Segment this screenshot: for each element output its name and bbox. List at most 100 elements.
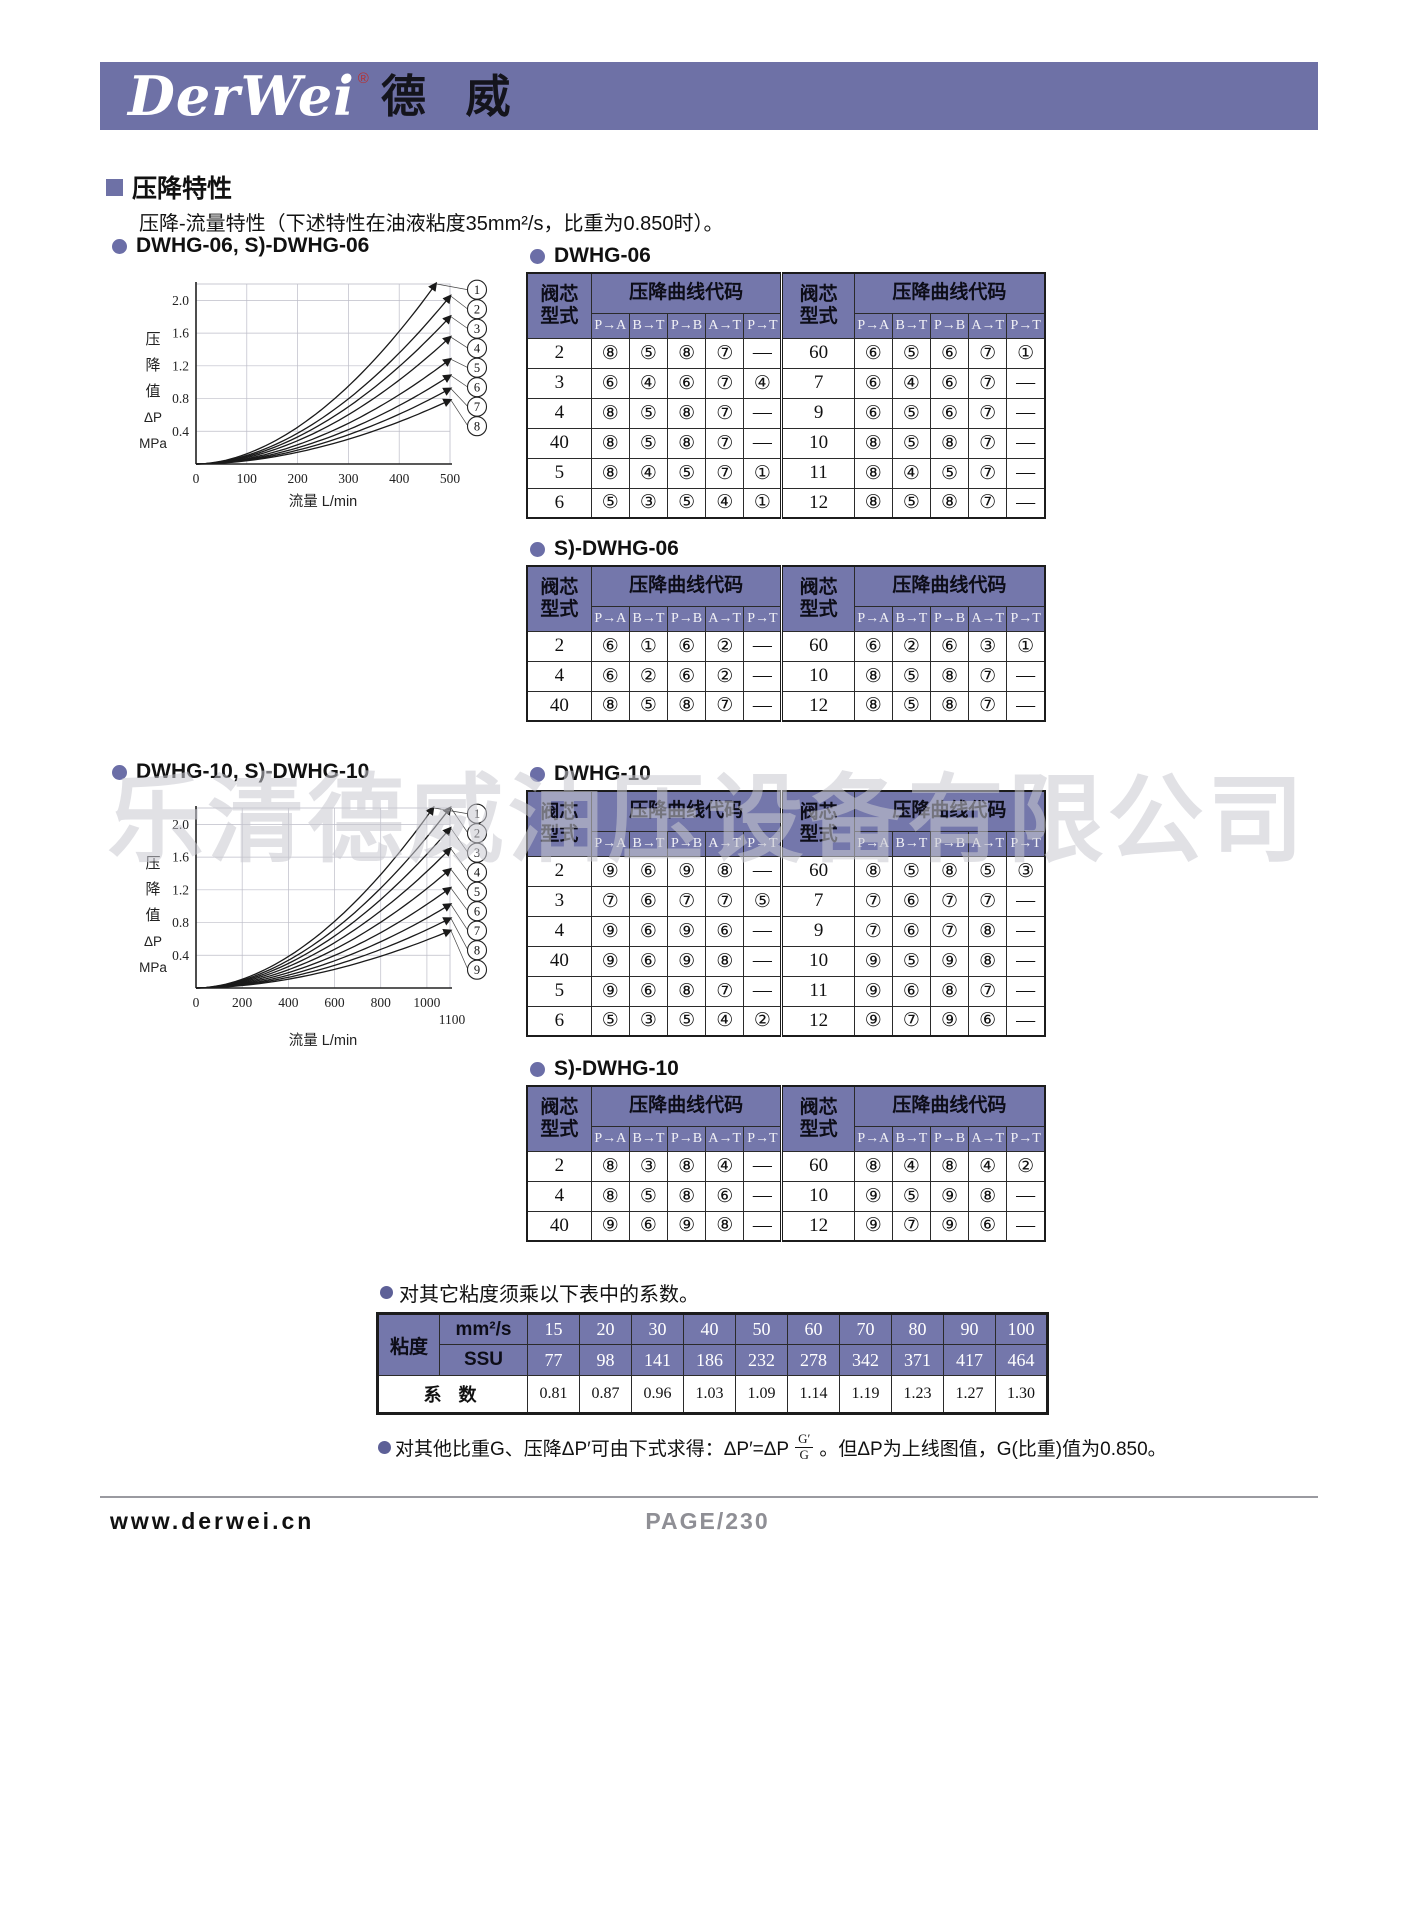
curve-code-cell: ⑧: [667, 975, 707, 1007]
flow-path-header: A→T: [968, 605, 1008, 632]
curve-code-cell: ⑧: [968, 1180, 1008, 1212]
curve-code-cell: ④: [891, 457, 931, 489]
curve-code-cell: ⑤: [891, 397, 931, 429]
flow-path-header: B→T: [891, 1125, 931, 1152]
svg-text:1.6: 1.6: [172, 850, 189, 865]
flow-path-header: P→B: [667, 830, 707, 857]
svg-text:1: 1: [474, 807, 480, 821]
registered-trademark-icon: ®: [357, 70, 369, 87]
spool-type-cell: 12: [780, 690, 855, 722]
svg-text:0.4: 0.4: [172, 948, 189, 963]
curve-code-cell: ⑦: [705, 367, 745, 399]
spool-type-cell: 40: [526, 427, 592, 459]
pressure-flow-chart-dwhg06: 1 2 3 4 5 6 7 8 0 100 200 300 400 500 0.4 0.8 1.2 1.6 2.0 流…: [106, 266, 536, 558]
gravity-note-suffix: 。但ΔP为上线图值，G(比重)值为0.850。: [819, 1438, 1167, 1460]
viscosity-ssu-row: SSU 77 98 141 186 232 278 342 371 417 464: [378, 1344, 1048, 1376]
curve-code-cell: ⑦: [891, 1210, 931, 1242]
curve-code-cell: ⑦: [968, 690, 1008, 722]
viscosity-mm2s-value: 60: [787, 1313, 840, 1345]
curve-code-cell: —: [743, 690, 783, 722]
coefficient-value: 1.23: [891, 1375, 944, 1414]
table-row: 40 ⑧ ⑤ ⑧ ⑦ —12 ⑧ ⑤ ⑧ ⑦ —: [526, 690, 1046, 722]
fraction-denominator: G: [799, 1446, 809, 1462]
curve-code-header: 压降曲线代码: [590, 565, 783, 607]
curve-code-cell: ④: [705, 1150, 745, 1182]
spool-type-cell: 2: [526, 630, 592, 662]
curve-code-cell: ⑨: [667, 855, 707, 887]
curve-code-cell: ⑥: [968, 1005, 1008, 1037]
flow-path-header: P→T: [1006, 312, 1046, 339]
spool-type-header: 阀芯 型式: [526, 565, 592, 632]
curve-code-cell: ⑧: [590, 427, 630, 459]
chart-section-label-dwhg06: DWHG-06, S)-DWHG-06: [112, 234, 369, 258]
svg-text:ΔP: ΔP: [144, 934, 162, 949]
flow-path-header: P→T: [743, 830, 783, 857]
curve-code-cell: —: [1006, 1005, 1046, 1037]
spool-type-cell: 9: [780, 915, 855, 947]
coefficient-row: 系 数 0.81 0.87 0.96 1.03 1.09 1.14 1.19 1.23 1.27 1…: [377, 1375, 1048, 1414]
curve-code-cell: ⑨: [667, 1210, 707, 1242]
curve-code-cell: ⑦: [705, 885, 745, 917]
viscosity-note-text: 对其它粘度须乘以下表中的系数。: [399, 1284, 699, 1306]
curve-code-cell: ⑤: [743, 885, 783, 917]
curve-code-cell: —: [1006, 690, 1046, 722]
circle-bullet-icon: [112, 764, 127, 780]
curve-code-cell: ⑧: [929, 690, 970, 722]
spool-type-cell: 2: [526, 337, 592, 369]
table-subheader-row: P→A B→T P→B A→T P→T P→A B→T P→B A→T P→T: [527, 1125, 1046, 1152]
curve-code-header: 压降曲线代码: [853, 272, 1046, 314]
fraction-numerator: G′: [795, 1431, 814, 1448]
viscosity-coefficient-table: 粘度 mm²/s 15 20 30 40 50 60 70 80 90 100 SSU 77 98 141 18…: [376, 1312, 1049, 1415]
svg-text:200: 200: [232, 995, 253, 1010]
section-subtitle: 压降-流量特性（下述特性在油液粘度35mm²/s，比重为0.850时）。: [139, 213, 724, 235]
svg-text:500: 500: [440, 471, 461, 486]
curve-code-cell: ⑧: [705, 945, 745, 977]
curve-code-cell: ⑧: [929, 1150, 970, 1182]
flow-path-header: P→A: [590, 605, 630, 632]
gravity-note: 对其他比重G、压降ΔP′可由下式求得：ΔP′=ΔP G′ G 。但ΔP为上线图值…: [378, 1431, 1167, 1463]
curve-code-cell: —: [743, 660, 783, 692]
curve-code-cell: ②: [743, 1005, 783, 1037]
curve-code-cell: ⑦: [968, 397, 1008, 429]
curve-code-cell: ⑦: [705, 337, 745, 369]
svg-text:400: 400: [278, 995, 299, 1010]
pressure-flow-chart-dwhg10: 1 2 3 4 5 6 7 8 9 0 200 400 600 800 1000 0.4 0.8 1.2 1.6 2.…: [106, 790, 536, 1102]
svg-text:9: 9: [474, 963, 480, 977]
svg-text:100: 100: [237, 471, 257, 486]
curve-code-cell: ⑧: [667, 337, 707, 369]
curve-code-cell: ⑧: [968, 915, 1008, 947]
curve-code-cell: ⑥: [891, 915, 931, 947]
curve-code-cell: ⑥: [891, 885, 931, 917]
curve-code-cell: —: [1006, 945, 1046, 977]
section-header: 压降特性: [106, 169, 232, 205]
curve-code-cell: ⑨: [929, 1180, 970, 1212]
curve-code-cell: ⑧: [929, 660, 970, 692]
curve-code-cell: ②: [891, 630, 931, 662]
brand-logo-chinese: 德 威: [380, 69, 523, 123]
spool-type-cell: 4: [526, 1180, 592, 1212]
curve-code-cell: —: [1006, 660, 1046, 692]
svg-text:7: 7: [474, 400, 480, 414]
pressure-drop-curves: [195, 281, 453, 465]
curve-code-cell: —: [743, 337, 783, 369]
curve-code-cell: ④: [968, 1150, 1008, 1182]
curve-code-cell: ⑧: [590, 1180, 630, 1212]
svg-text:3: 3: [474, 322, 480, 336]
table-title: S)-DWHG-06: [554, 537, 679, 560]
spool-type-header: 阀芯 型式: [780, 272, 855, 339]
curve-code-cell: ⑧: [929, 855, 970, 887]
curve-code-cell: —: [1006, 487, 1046, 519]
footer-page-number: PAGE/230: [645, 1508, 770, 1534]
curve-code-cell: ③: [1006, 855, 1046, 887]
curve-code-cell: —: [743, 1210, 783, 1242]
table-subheader-row: P→A B→T P→B A→T P→T P→A B→T P→B A→T P→T: [527, 830, 1046, 857]
flow-path-header: P→T: [1006, 830, 1046, 857]
coefficient-value: 1.03: [683, 1375, 736, 1414]
table-section-label-dwhg10: DWHG-10: [530, 762, 651, 786]
table-header-row: 阀芯 型式 压降曲线代码 阀芯 型式 压降曲线代码: [526, 565, 1046, 632]
curve-code-cell: ①: [1006, 337, 1046, 369]
viscosity-label: 粘度: [377, 1313, 440, 1376]
curve-code-cell: ④: [705, 487, 745, 519]
flow-path-header: B→T: [628, 830, 669, 857]
curve-code-cell: ⑧: [853, 855, 893, 887]
